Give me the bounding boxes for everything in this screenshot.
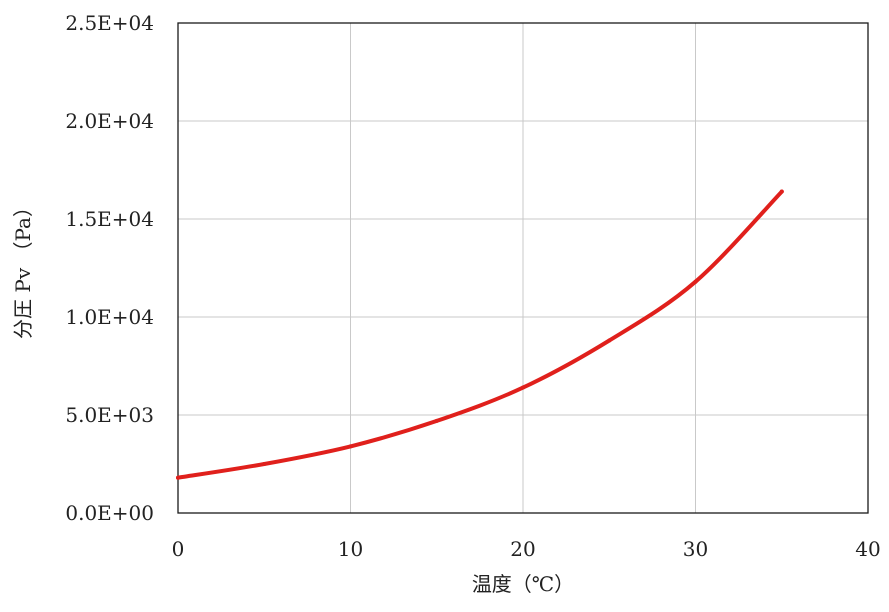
data-point-6 [693, 279, 698, 284]
y-axis-label: 分圧 Pv （Pa） [11, 197, 35, 339]
grid-lines [178, 23, 868, 513]
y-tick-label: 1.5E+04 [65, 207, 154, 231]
x-tick-label: 10 [338, 537, 363, 561]
x-tick-label: 0 [172, 537, 185, 561]
series-layer [176, 189, 784, 480]
y-tick-label: 2.0E+04 [65, 109, 154, 133]
x-tick-label: 20 [510, 537, 535, 561]
data-point-2 [348, 444, 353, 449]
x-tick-label: 30 [683, 537, 708, 561]
data-point-1 [262, 462, 267, 466]
series-line-0 [176, 189, 784, 480]
y-tick-label: 5.0E+03 [65, 403, 154, 427]
x-axis-label: 温度（℃） [472, 572, 574, 596]
data-point-4 [521, 385, 525, 390]
x-tick-label: 40 [855, 537, 880, 561]
data-point-5 [607, 338, 612, 343]
x-axis-ticks: 0 10 20 30 40 [172, 537, 881, 561]
data-point-3 [434, 418, 439, 423]
y-tick-label: 1.0E+04 [65, 305, 154, 329]
y-tick-label: 0.0E+00 [65, 501, 154, 525]
y-axis-ticks: 0.0E+00 5.0E+03 1.0E+04 1.5E+04 2.0E+04 2.5E+… [65, 11, 154, 525]
plot-area [177, 22, 869, 514]
y-tick-label: 2.5E+04 [65, 11, 154, 35]
data-point-7 [779, 189, 784, 194]
data-point-0 [176, 475, 180, 480]
